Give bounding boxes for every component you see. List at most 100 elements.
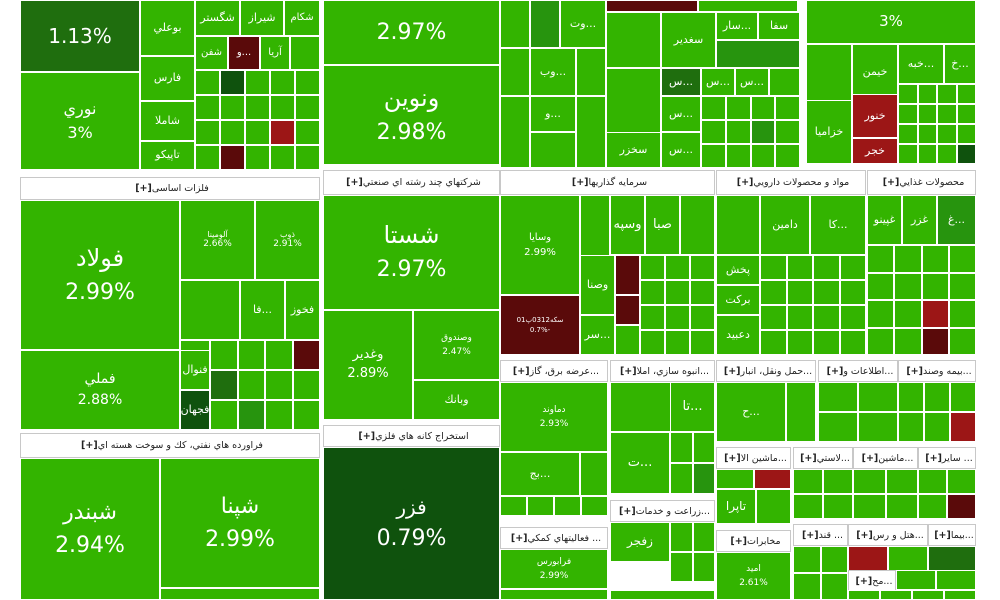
expand-icon[interactable]: [+] [619,505,636,517]
stock-tile[interactable] [670,463,693,494]
sector-header[interactable]: ...مح [+] [848,570,896,592]
stock-tile[interactable] [698,0,798,12]
stock-tile[interactable] [775,144,800,168]
stock-tile[interactable] [210,340,238,370]
stock-tile[interactable] [750,144,776,168]
stock-tile[interactable] [898,104,918,124]
stock-tile[interactable] [270,70,295,95]
stock-tile[interactable] [839,255,866,280]
stock-tile[interactable]: شاملا [140,101,195,141]
stock-tile[interactable] [640,255,665,280]
stock-tile[interactable]: فخوز [285,280,320,340]
stock-tile[interactable]: شبندر 2.94% [20,458,160,600]
stock-tile[interactable]: صبا [645,195,680,255]
stock-tile[interactable] [813,280,840,305]
stock-tile[interactable] [775,120,800,144]
stock-tile[interactable] [692,552,715,582]
stock-tile[interactable]: 1.13% [20,0,140,72]
stock-tile[interactable]: ...فا [240,280,285,340]
stock-tile[interactable]: ...و [228,36,260,70]
stock-tile[interactable]: وصندوق 2.47% [413,310,500,380]
stock-tile[interactable] [554,496,581,516]
stock-tile[interactable] [295,120,320,145]
stock-tile[interactable] [786,382,816,442]
stock-tile[interactable] [917,84,937,104]
stock-tile[interactable] [195,70,220,95]
stock-tile[interactable] [606,12,661,68]
stock-tile[interactable] [615,295,640,325]
stock-tile[interactable]: فملي 2.88% [20,350,180,430]
stock-tile[interactable]: خجر [852,138,898,164]
stock-tile[interactable]: سخزر [606,132,661,168]
stock-tile[interactable] [670,522,693,552]
stock-tile[interactable] [793,469,823,494]
stock-tile[interactable] [944,590,976,600]
expand-icon[interactable]: [+] [619,365,637,377]
stock-tile[interactable] [500,0,530,48]
stock-tile[interactable] [760,255,787,280]
stock-tile[interactable] [760,330,787,355]
stock-tile[interactable] [760,305,787,330]
stock-tile[interactable]: ...بج [500,452,580,496]
stock-tile[interactable] [716,195,760,255]
stock-tile[interactable] [245,120,270,145]
sector-header[interactable]: مواد و محصولات دارويي [+] [716,170,866,195]
stock-tile[interactable] [220,120,245,145]
expand-icon[interactable]: [+] [856,529,873,541]
stock-tile[interactable] [956,84,976,104]
stock-tile[interactable] [867,300,895,328]
stock-tile[interactable] [867,272,895,300]
stock-tile[interactable] [896,570,936,590]
stock-tile[interactable] [820,546,848,573]
stock-tile[interactable] [606,0,698,12]
sector-header[interactable]: ...انبوه سازي، املا [+] [610,360,715,382]
stock-tile[interactable] [898,124,918,144]
stock-tile[interactable]: بوعلي [140,0,195,56]
stock-tile[interactable]: ذوب 2.91% [255,200,320,280]
stock-tile[interactable]: شكام [284,0,320,36]
stock-tile[interactable] [793,546,821,573]
stock-tile[interactable]: شپنا 2.99% [160,458,320,588]
stock-tile[interactable]: ...غ [937,195,976,245]
stock-tile[interactable] [195,145,220,170]
stock-tile[interactable] [839,330,866,355]
stock-tile[interactable] [918,494,947,519]
stock-tile[interactable]: نوري 3% [20,72,140,170]
expand-icon[interactable]: [+] [861,452,879,464]
stock-tile[interactable]: شيراز [240,0,284,36]
stock-tile[interactable]: ...ح [716,382,786,442]
stock-tile[interactable] [245,70,270,95]
expand-icon[interactable]: [+] [882,177,900,188]
stock-tile[interactable]: ونوين 2.98% [323,65,500,165]
stock-tile[interactable] [921,272,949,300]
stock-tile[interactable] [885,469,918,494]
stock-tile[interactable] [912,590,944,600]
stock-tile[interactable]: زفجر [610,522,670,562]
stock-tile[interactable]: ...سار [716,12,758,40]
expand-icon[interactable]: [+] [736,177,754,188]
stock-tile[interactable] [615,255,640,295]
stock-tile[interactable] [580,452,608,496]
stock-tile[interactable]: ...خ [944,44,976,84]
stock-tile[interactable] [898,412,924,442]
sector-header[interactable]: مخابرات [+] [716,530,791,552]
stock-tile[interactable] [265,400,293,430]
stock-tile[interactable] [753,469,791,489]
expand-icon[interactable]: [+] [512,365,530,377]
stock-tile[interactable] [937,144,957,164]
stock-tile[interactable]: وبانك [413,380,500,420]
stock-tile[interactable] [853,469,886,494]
stock-tile[interactable]: سفا [758,12,800,40]
stock-tile[interactable] [640,280,665,305]
stock-tile[interactable] [898,84,918,104]
stock-tile[interactable] [270,95,295,120]
stock-tile[interactable] [786,330,813,355]
stock-tile[interactable] [290,36,320,70]
stock-tile[interactable]: ...ت [610,432,670,494]
stock-tile[interactable] [950,382,976,412]
stock-tile[interactable] [725,120,751,144]
expand-icon[interactable]: [+] [801,529,819,541]
stock-tile[interactable] [292,400,320,430]
stock-tile[interactable] [894,245,922,273]
stock-tile[interactable] [615,325,640,355]
